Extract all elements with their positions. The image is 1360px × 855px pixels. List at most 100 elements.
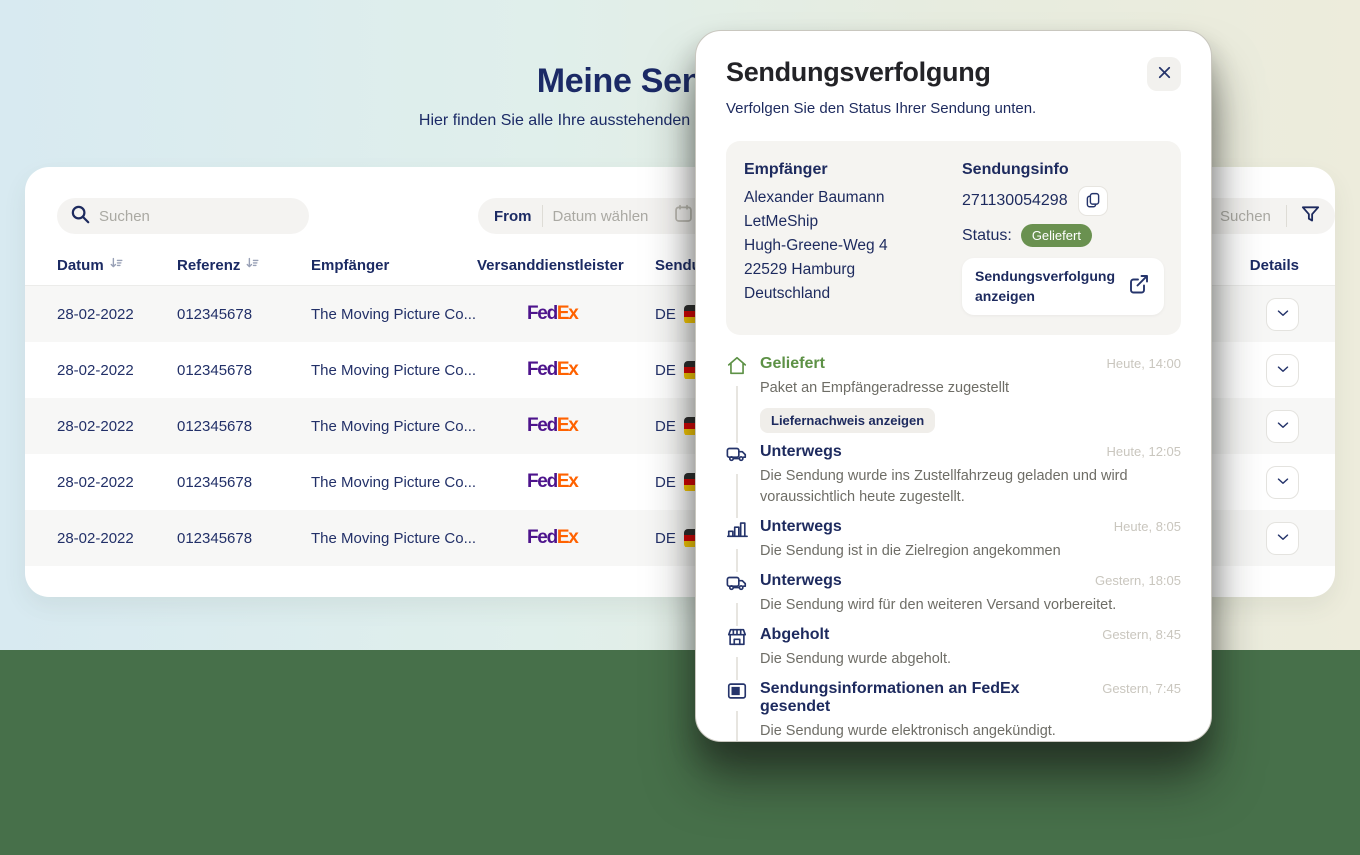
- open-tracking-button[interactable]: Sendungsverfolgung anzeigen: [962, 258, 1164, 315]
- search-input[interactable]: [99, 207, 295, 225]
- filter-button[interactable]: [1295, 201, 1325, 231]
- cell-datum: 28-02-2022: [57, 305, 134, 323]
- date-from-field[interactable]: From: [478, 198, 720, 234]
- chevron-down-icon: [1274, 304, 1292, 325]
- tracking-modal: Sendungsverfolgung Verfolgen Sie den Sta…: [695, 30, 1212, 742]
- tracking-timeline: Geliefert Heute, 14:00 Paket an Empfängera…: [726, 355, 1181, 741]
- home-icon: [726, 355, 748, 382]
- timeline-item: Unterwegs Gestern, 18:05 Die Sendung wird …: [726, 572, 1181, 626]
- fedex-logo: FedEx: [527, 415, 655, 437]
- close-button[interactable]: [1147, 57, 1181, 91]
- sort-icon[interactable]: [109, 256, 124, 275]
- timeline-description: Paket an Empfängeradresse zugestellt: [760, 379, 1010, 396]
- timeline-timestamp: Heute, 12:05: [1106, 443, 1181, 459]
- timeline-timestamp: Gestern, 8:45: [1102, 626, 1181, 642]
- timeline-connector: [736, 710, 738, 741]
- fedex-logo-fed: Fed: [527, 527, 558, 548]
- timeline-icon-column: [726, 626, 748, 680]
- row-expand-button[interactable]: [1266, 353, 1299, 387]
- timeline-item-header: Unterwegs Heute, 12:05: [760, 443, 1181, 461]
- cell-details: [1185, 409, 1305, 443]
- column-header-versanddienstleister: Versanddienstleister: [477, 256, 624, 274]
- timeline-item: Geliefert Heute, 14:00 Paket an Empfängera…: [726, 355, 1181, 443]
- cell-empfaenger: The Moving Picture Co...: [311, 361, 477, 379]
- cell-details: [1185, 521, 1305, 555]
- cell-empfaenger: The Moving Picture Co...: [311, 417, 477, 435]
- column-header-datum[interactable]: Datum: [57, 256, 177, 275]
- fedex-logo-ex: Ex: [556, 303, 579, 324]
- cell-details: [1185, 353, 1305, 387]
- fedex-logo-fed: Fed: [527, 359, 558, 380]
- timeline-icon-column: [726, 572, 748, 626]
- timeline-item-body: Unterwegs Heute, 8:05 Die Sendung ist in d…: [760, 518, 1181, 572]
- timeline-connector: [736, 473, 738, 518]
- table-search-input[interactable]: [1220, 207, 1280, 225]
- cell-referenz: 012345678: [177, 473, 253, 491]
- route-origin-code: DE: [655, 361, 676, 379]
- date-from-input[interactable]: [552, 207, 663, 225]
- calendar-icon[interactable]: [673, 203, 694, 229]
- table-header-row: Datum Referenz Empfänger Versanddienstle…: [25, 245, 1335, 286]
- timeline-description: Die Sendung wurde elektronisch angekündi…: [760, 722, 1056, 739]
- timeline-timestamp: Heute, 8:05: [1113, 518, 1181, 534]
- status-label: Status:: [962, 226, 1012, 244]
- copy-icon: [1084, 191, 1102, 212]
- monitor-icon: [726, 680, 748, 707]
- timeline-connector: [736, 385, 738, 443]
- copy-tracking-button[interactable]: [1077, 186, 1108, 216]
- fedex-logo-ex: Ex: [556, 527, 579, 548]
- fedex-logo-fed: Fed: [527, 303, 558, 324]
- divider: [541, 205, 543, 227]
- filter-funnel-icon: [1299, 203, 1322, 229]
- timeline-item-header: Abgeholt Gestern, 8:45: [760, 626, 1181, 644]
- cell-empfaenger: The Moving Picture Co...: [311, 305, 477, 323]
- column-header-empfaenger: Empfänger: [311, 256, 390, 274]
- timeline-icon-column: [726, 680, 748, 741]
- cell-empfaenger: The Moving Picture Co...: [311, 473, 477, 491]
- timeline-item-body: Geliefert Heute, 14:00 Paket an Empfängera…: [760, 355, 1181, 443]
- timeline-description: Die Sendung ist in die Zielregion angeko…: [760, 542, 1061, 559]
- row-expand-button[interactable]: [1266, 297, 1299, 331]
- city-icon: [726, 518, 748, 545]
- route-origin-code: DE: [655, 529, 676, 547]
- fedex-logo-ex: Ex: [556, 359, 579, 380]
- timeline-status-title: Unterwegs: [760, 517, 842, 535]
- route-origin-code: DE: [655, 305, 676, 323]
- cell-empfaenger: The Moving Picture Co...: [311, 529, 477, 547]
- route-origin-code: DE: [655, 473, 676, 491]
- fedex-logo: FedEx: [527, 359, 655, 381]
- table-row[interactable]: 28-02-2022 012345678 The Moving Picture Co…: [25, 454, 1335, 510]
- timeline-item-body: Sendungsinformationen an FedEx gesendet G…: [760, 680, 1181, 741]
- proof-of-delivery-button[interactable]: Liefernachweis anzeigen: [760, 407, 936, 433]
- cell-referenz: 012345678: [177, 361, 253, 379]
- divider: [1286, 205, 1287, 227]
- row-expand-button[interactable]: [1266, 465, 1299, 499]
- external-link-icon: [1127, 272, 1151, 301]
- search-icon: [69, 203, 91, 230]
- search-field[interactable]: [57, 198, 309, 234]
- timeline-timestamp: Gestern, 18:05: [1095, 572, 1181, 588]
- row-expand-button[interactable]: [1266, 521, 1299, 555]
- truck-icon: [726, 443, 748, 470]
- cell-referenz: 012345678: [177, 529, 253, 547]
- row-expand-button[interactable]: [1266, 409, 1299, 443]
- column-header-referenz[interactable]: Referenz: [177, 256, 311, 275]
- cell-datum: 28-02-2022: [57, 361, 134, 379]
- timeline-status-title: Unterwegs: [760, 442, 842, 460]
- table-row[interactable]: 28-02-2022 012345678 The Moving Picture Co…: [25, 342, 1335, 398]
- fedex-logo: FedEx: [527, 471, 655, 493]
- cell-datum: 28-02-2022: [57, 529, 134, 547]
- timeline-status-title: Geliefert: [760, 354, 825, 372]
- status-badge: Geliefert: [1020, 224, 1092, 247]
- timeline-icon-column: [726, 443, 748, 518]
- truck-icon: [726, 572, 748, 599]
- timeline-item-header: Unterwegs Heute, 8:05: [760, 518, 1181, 536]
- fedex-logo-fed: Fed: [527, 471, 558, 492]
- timeline-connector: [736, 656, 738, 680]
- sort-icon[interactable]: [245, 256, 260, 275]
- timeline-item-body: Unterwegs Gestern, 18:05 Die Sendung wird …: [760, 572, 1181, 626]
- timeline-connector: [736, 548, 738, 572]
- timeline-description: Die Sendung wird für den weiteren Versan…: [760, 596, 1117, 613]
- route-origin-code: DE: [655, 417, 676, 435]
- open-tracking-label: Sendungsverfolgung anzeigen: [975, 268, 1115, 305]
